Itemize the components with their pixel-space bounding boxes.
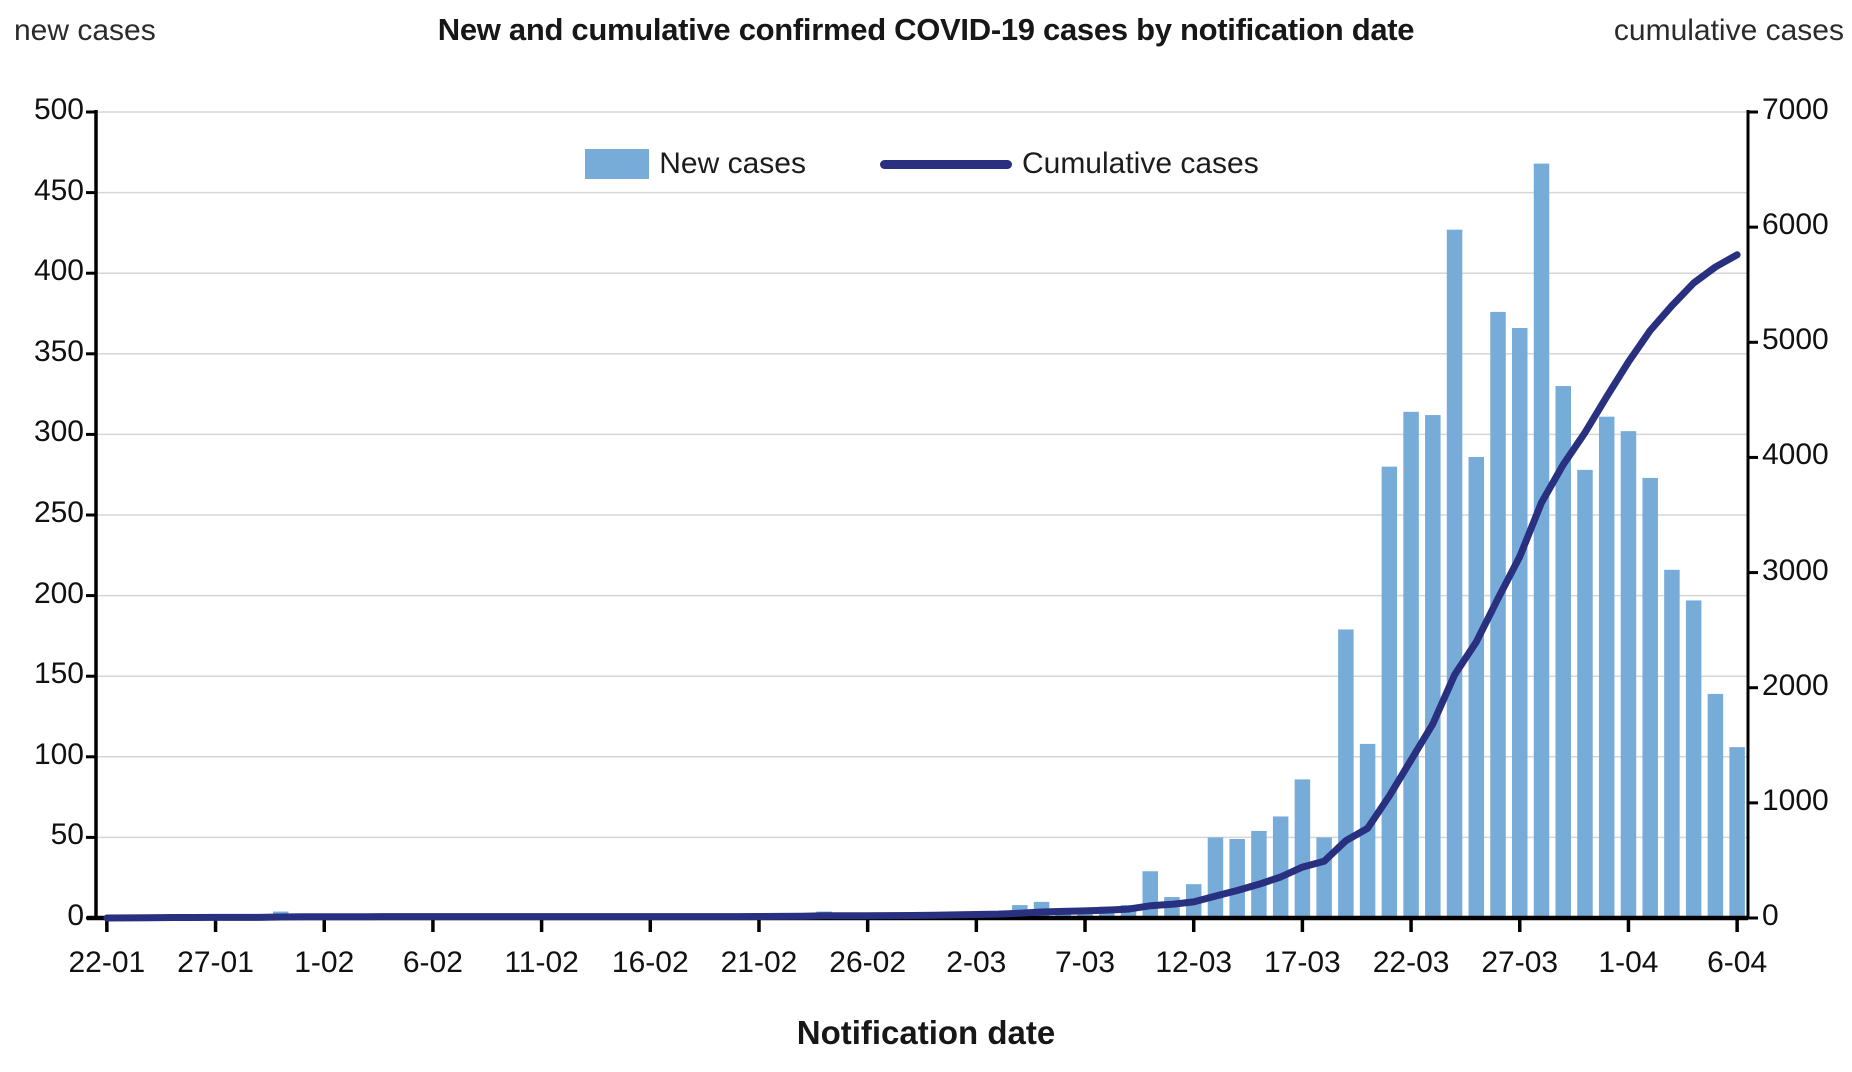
left-axis-tick-label: 200 bbox=[33, 576, 84, 610]
x-axis-tick-label: 1-04 bbox=[1598, 946, 1659, 979]
bar-new-cases bbox=[1381, 466, 1398, 918]
cumulative-line bbox=[103, 251, 1741, 922]
x-axis-tick-label: 12-03 bbox=[1155, 946, 1233, 979]
legend-item-cumulative: Cumulative cases bbox=[879, 147, 1259, 181]
x-axis-tick-label: 22-01 bbox=[68, 946, 146, 979]
bar-new-cases bbox=[1533, 163, 1550, 919]
x-axis-tick-label: 1-02 bbox=[294, 946, 355, 979]
left-axis-caption: new cases bbox=[14, 14, 156, 47]
legend-item-new-cases: New cases bbox=[585, 147, 806, 181]
x-axis-tick-label: 21-02 bbox=[720, 946, 798, 979]
right-axis-tick-label: 3000 bbox=[1762, 553, 1829, 587]
left-axis-tick-label: 100 bbox=[33, 737, 84, 771]
bar-new-cases bbox=[1403, 411, 1419, 918]
left-axis-tick-label: 400 bbox=[33, 254, 84, 288]
bar-new-cases bbox=[1620, 431, 1637, 918]
bar-new-cases bbox=[1577, 469, 1593, 918]
bar-new-cases bbox=[1425, 415, 1441, 918]
left-axis-tick-label: 50 bbox=[50, 818, 84, 852]
bar-new-cases bbox=[1642, 477, 1658, 918]
right-axis-caption: cumulative cases bbox=[1613, 14, 1844, 47]
left-axis-tick-label: 300 bbox=[33, 415, 84, 449]
new-cases-swatch bbox=[585, 149, 650, 179]
legend-label-cumulative: Cumulative cases bbox=[1021, 147, 1259, 180]
bar-new-cases bbox=[1468, 456, 1485, 918]
right-axis-tick-label: 5000 bbox=[1762, 323, 1829, 357]
right-axis-tick-label: 0 bbox=[1762, 899, 1779, 932]
bar-new-cases bbox=[1294, 779, 1311, 918]
x-axis-tick-label: 26-02 bbox=[829, 946, 907, 979]
bar-new-cases bbox=[1664, 569, 1680, 918]
bar-new-cases bbox=[1707, 693, 1724, 918]
right-axis-tick-label: 6000 bbox=[1762, 208, 1829, 242]
bar-new-cases bbox=[1142, 871, 1158, 918]
left-axis-tick-label: 350 bbox=[33, 334, 84, 368]
legend: New cases Cumulative cases bbox=[96, 147, 1748, 181]
bar-new-cases bbox=[1229, 839, 1245, 918]
x-axis-tick-label: 27-03 bbox=[1481, 946, 1559, 979]
bar-new-cases bbox=[1555, 386, 1571, 918]
bar-new-cases bbox=[1446, 229, 1463, 918]
cumulative-swatch bbox=[879, 159, 1012, 169]
right-axis-tick-label: 2000 bbox=[1762, 668, 1829, 702]
bar-new-cases bbox=[1338, 629, 1354, 918]
bar-new-cases bbox=[1316, 837, 1332, 918]
bar-new-cases bbox=[1729, 747, 1745, 918]
legend-label-new-cases: New cases bbox=[659, 147, 806, 180]
x-axis-tick-label: 7-03 bbox=[1054, 946, 1116, 979]
x-axis-tick-label: 16-02 bbox=[611, 946, 689, 979]
bar-new-cases bbox=[1207, 837, 1224, 918]
chart-title: New and cumulative confirmed COVID-19 ca… bbox=[437, 12, 1415, 47]
left-axis-tick-label: 150 bbox=[33, 657, 84, 691]
x-axis-tick-label: 2-03 bbox=[946, 946, 1007, 979]
bar-new-cases bbox=[1685, 600, 1702, 918]
right-axis-tick-label: 7000 bbox=[1762, 93, 1829, 126]
x-axis-tick-label: 6-04 bbox=[1707, 946, 1768, 979]
x-axis-tick-label: 27-01 bbox=[177, 946, 254, 979]
x-axis-title: Notification date bbox=[796, 1014, 1056, 1051]
bar-new-cases bbox=[1251, 830, 1267, 918]
left-axis-tick-label: 450 bbox=[33, 173, 84, 207]
left-axis-tick-label: 500 bbox=[33, 93, 84, 126]
bar-new-cases bbox=[1490, 311, 1506, 918]
left-axis-tick-label: 250 bbox=[33, 496, 84, 529]
bar-new-cases bbox=[1272, 816, 1289, 918]
x-axis-tick-label: 22-03 bbox=[1372, 946, 1450, 979]
bar-new-cases bbox=[1598, 416, 1615, 918]
left-axis-tick-label: 0 bbox=[67, 899, 84, 932]
right-axis-tick-label: 1000 bbox=[1762, 783, 1829, 817]
bar-new-cases bbox=[1512, 328, 1528, 918]
x-axis-tick-label: 11-02 bbox=[504, 946, 579, 979]
x-axis-tick-label: 6-02 bbox=[402, 946, 463, 979]
x-axis-tick-label: 17-03 bbox=[1264, 946, 1341, 979]
right-axis-tick-label: 4000 bbox=[1762, 438, 1829, 472]
